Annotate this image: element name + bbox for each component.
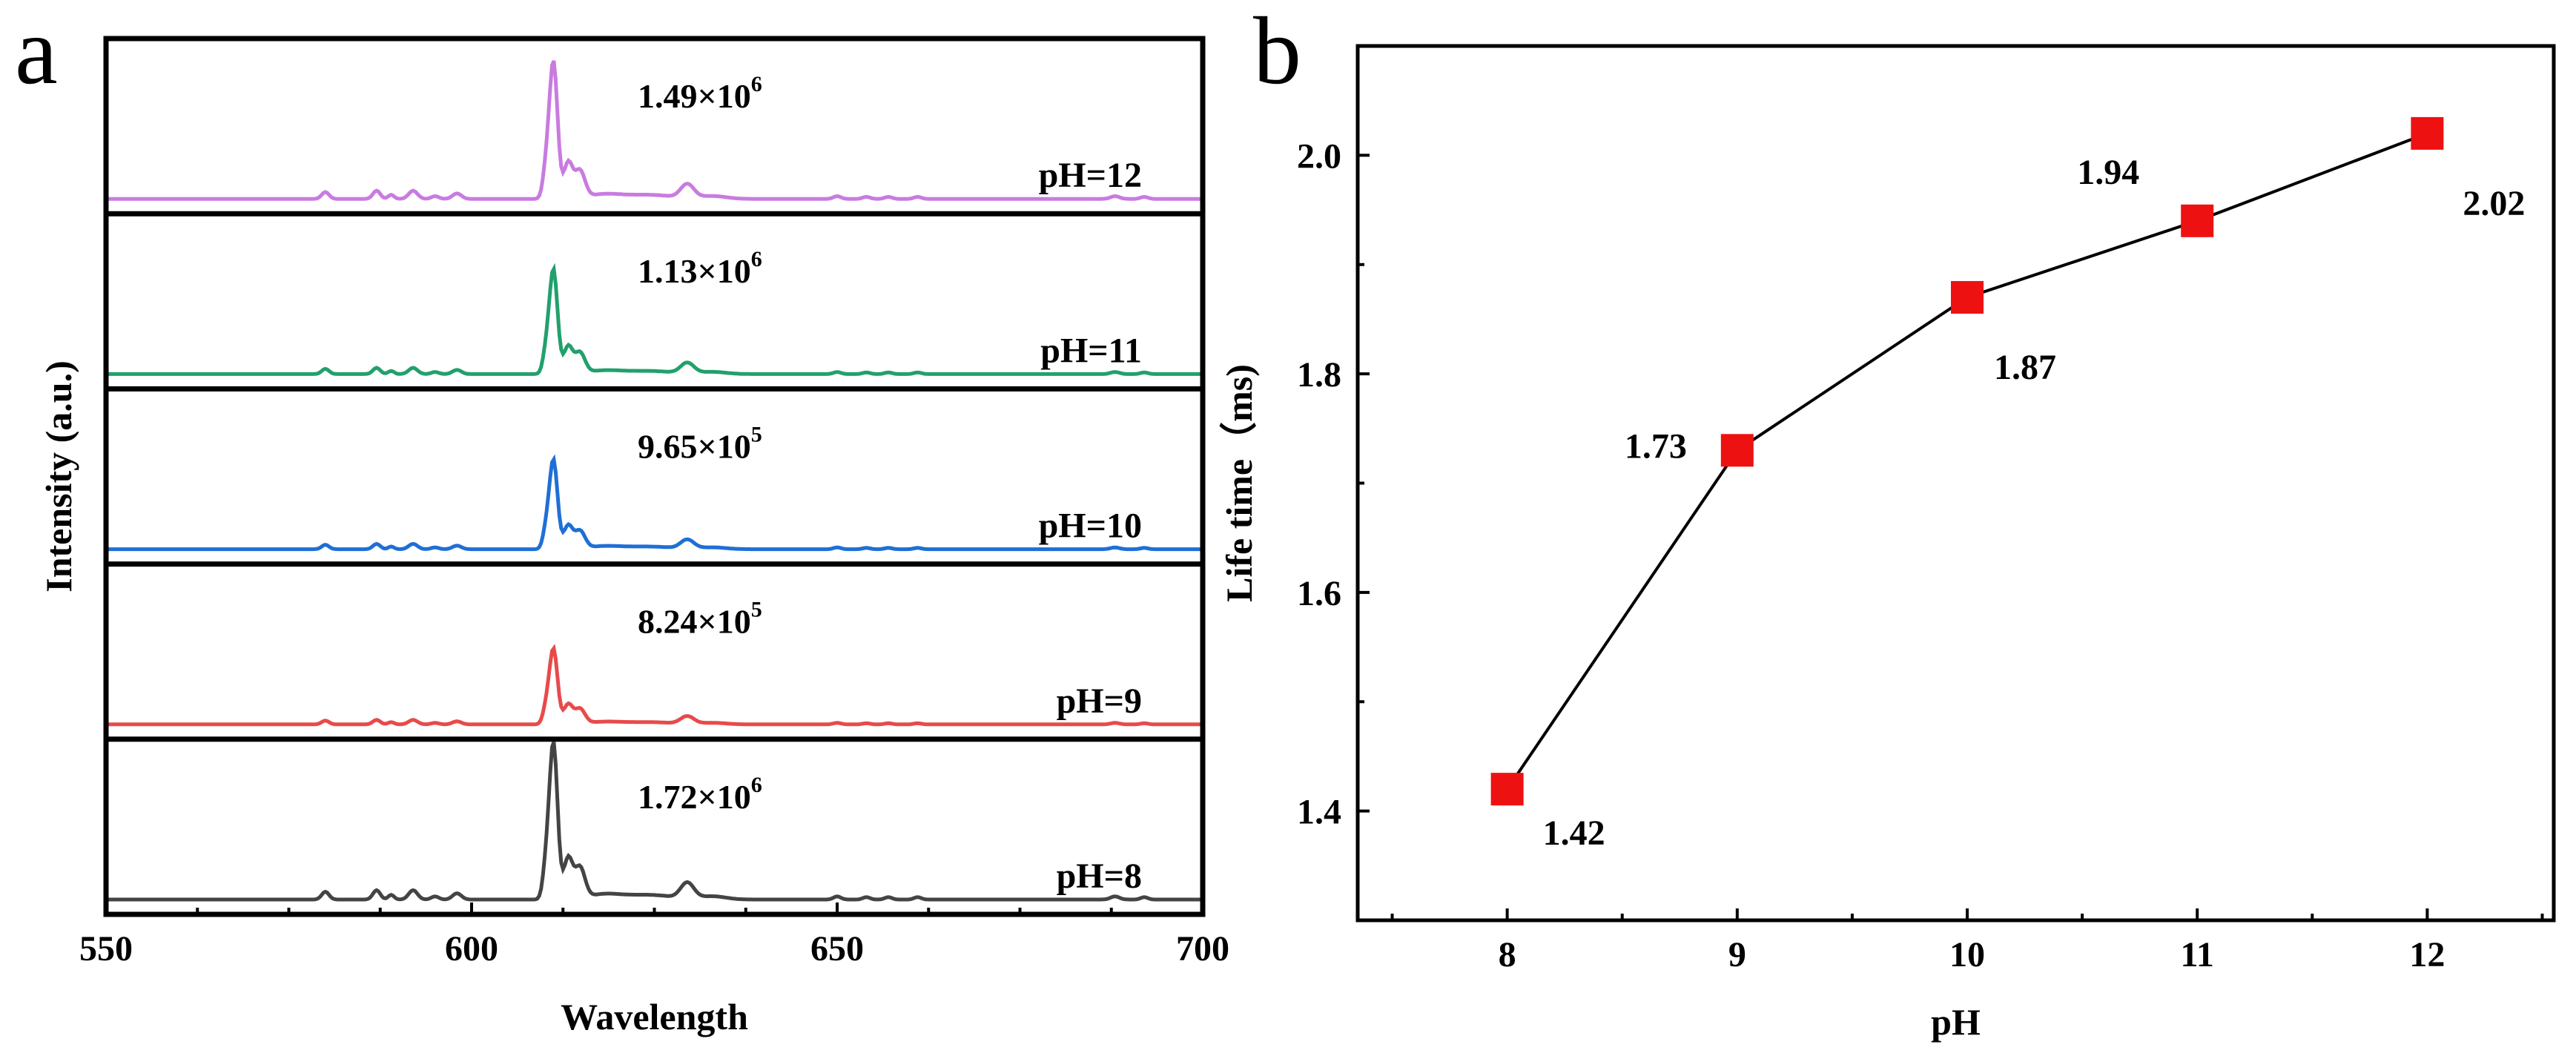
data-point-marker xyxy=(2181,204,2214,237)
spectrum-line-pH8 xyxy=(106,741,1203,902)
y-tick-label: 1.6 xyxy=(1297,574,1341,613)
y-tick-label: 1.4 xyxy=(1297,793,1341,832)
x-tick-label: 9 xyxy=(1728,935,1746,974)
x-tick-label: 600 xyxy=(445,929,498,968)
panel-b-frame xyxy=(1355,44,2556,923)
peak-intensity-mantissa: 1.72×10 xyxy=(638,778,751,816)
data-value-label: 1.94 xyxy=(2077,153,2139,192)
y-axis-title: Life time（ms) xyxy=(1218,364,1260,602)
peak-intensity-exponent: 5 xyxy=(751,422,762,446)
panel-a-spectra: apH=121.49×106pH=111.13×106pH=109.65×105… xyxy=(15,0,1229,1037)
panel-b-letter: b xyxy=(1253,0,1301,105)
y-tick-label: 2.0 xyxy=(1297,136,1341,176)
peak-intensity-mantissa: 9.65×10 xyxy=(638,427,751,465)
spectrum-line-pH9 xyxy=(106,644,1203,727)
x-tick-label: 700 xyxy=(1176,929,1229,968)
peak-intensity-exponent: 6 xyxy=(751,247,762,271)
data-point-marker xyxy=(1490,773,1524,806)
peak-intensity-label: 1.49×106 xyxy=(638,72,762,115)
data-point-marker xyxy=(1720,434,1754,467)
x-tick-label: 650 xyxy=(810,929,864,968)
panel-a-letter: a xyxy=(15,0,58,105)
x-tick-label: 12 xyxy=(2409,935,2445,974)
x-tick-label: 10 xyxy=(1949,935,1985,974)
panel-b-lifetime: b 8 9 10 11 12 1.4 1.6 1.8 2.0 pH Life time（ms) 1.42… xyxy=(1218,0,2556,1043)
series-label: pH=9 xyxy=(1057,682,1142,721)
series-label: pH=10 xyxy=(1039,506,1142,546)
data-point-marker xyxy=(2411,116,2444,150)
x-tick-label: 8 xyxy=(1499,935,1516,974)
peak-intensity-label: 8.24×105 xyxy=(638,598,762,641)
data-value-label: 2.02 xyxy=(2463,184,2525,223)
spectrum-line-pH10 xyxy=(106,454,1203,552)
peak-intensity-exponent: 6 xyxy=(751,72,762,96)
data-point-marker xyxy=(1951,280,1984,314)
series-label: pH=12 xyxy=(1039,156,1142,195)
series-label: pH=8 xyxy=(1057,857,1142,896)
x-tick-label: 11 xyxy=(2181,935,2214,974)
y-tick-label: 1.8 xyxy=(1297,355,1341,395)
data-value-label: 1.87 xyxy=(1994,348,2056,387)
data-value-label: 1.42 xyxy=(1543,814,1605,853)
data-value-label: 1.73 xyxy=(1625,426,1687,466)
peak-intensity-exponent: 6 xyxy=(751,773,762,797)
peak-intensity-exponent: 5 xyxy=(751,598,762,622)
spectrum-line-pH11 xyxy=(106,263,1203,376)
y-axis-title: Intensity (a.u.) xyxy=(38,360,79,593)
series-label: pH=11 xyxy=(1040,331,1142,370)
peak-intensity-mantissa: 1.49×10 xyxy=(638,77,751,115)
x-axis-title: Wavelength xyxy=(561,996,748,1037)
peak-intensity-label: 1.72×106 xyxy=(638,773,762,816)
x-tick-label: 550 xyxy=(79,929,133,968)
spectrum-line-pH12 xyxy=(106,60,1203,201)
peak-intensity-mantissa: 8.24×10 xyxy=(638,603,751,641)
peak-intensity-mantissa: 1.13×10 xyxy=(638,252,751,290)
peak-intensity-label: 1.13×106 xyxy=(638,247,762,290)
x-axis-title: pH xyxy=(1931,1001,1981,1043)
peak-intensity-label: 9.65×105 xyxy=(638,422,762,465)
